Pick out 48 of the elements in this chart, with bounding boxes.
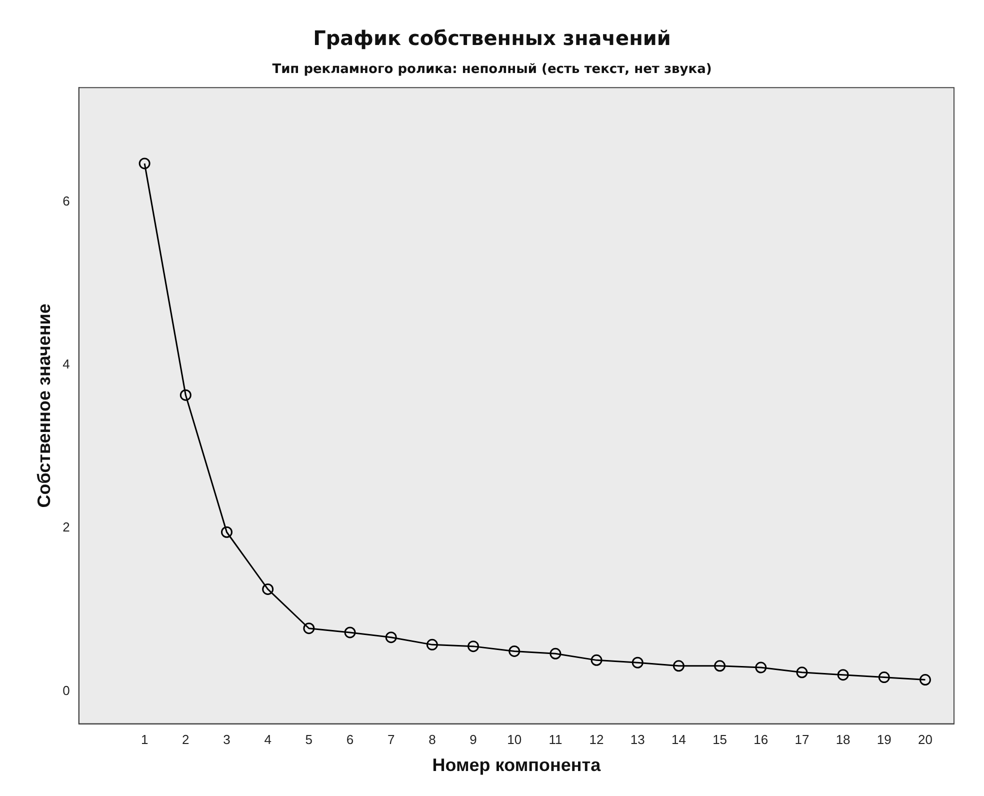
point (632, 656, 644, 668)
y-tick-label: 0 (62, 682, 70, 698)
x-tick-label: 3 (223, 732, 230, 748)
point (714, 660, 726, 672)
point (385, 632, 397, 644)
x-tick-label: 16 (754, 732, 768, 748)
x-tick-label: 15 (712, 732, 728, 748)
x-tick-label: 17 (794, 732, 810, 748)
x-tick-label: 1 (140, 732, 148, 748)
point (837, 669, 849, 681)
point (919, 674, 931, 686)
x-tick-label: 5 (305, 732, 313, 748)
point (468, 640, 480, 652)
y-tick-label: 4 (62, 356, 70, 372)
x-tick-label: 19 (876, 732, 892, 748)
point (755, 662, 767, 674)
x-tick-label: 9 (470, 732, 477, 748)
x-tick-label: 12 (589, 732, 604, 748)
point (878, 672, 890, 684)
point (303, 622, 315, 634)
x-axis-title: Номер компонента (432, 755, 602, 776)
point (550, 648, 562, 660)
point (672, 660, 684, 672)
point (508, 645, 520, 657)
x-tick-label: 8 (428, 732, 436, 748)
point (180, 389, 192, 401)
x-tick-label: 14 (671, 732, 686, 748)
x-tick-label: 13 (630, 732, 645, 748)
point (262, 583, 274, 595)
point (344, 626, 356, 638)
x-tick-label: 6 (346, 732, 354, 748)
x-tick-label: 10 (507, 732, 522, 748)
x-tick-label: 18 (836, 732, 850, 748)
point (590, 654, 602, 666)
point (220, 526, 232, 538)
chart-title: График собственных значений (313, 26, 671, 50)
chart-subtitle: Тип рекламного ролика: неполный (есть текст, нет звука) (272, 62, 712, 78)
x-tick-label: 20 (918, 732, 932, 748)
x-tick-label: 4 (264, 732, 272, 748)
x-tick-label: 7 (387, 732, 395, 748)
point (138, 158, 150, 170)
x-tick-label: 11 (548, 732, 562, 748)
y-tick-label: 6 (62, 193, 70, 208)
y-tick-label: 2 (62, 520, 70, 535)
point (796, 666, 808, 678)
y-axis-title: Собственное значение (34, 304, 54, 508)
x-tick-label: 2 (182, 732, 190, 748)
point (426, 638, 438, 650)
